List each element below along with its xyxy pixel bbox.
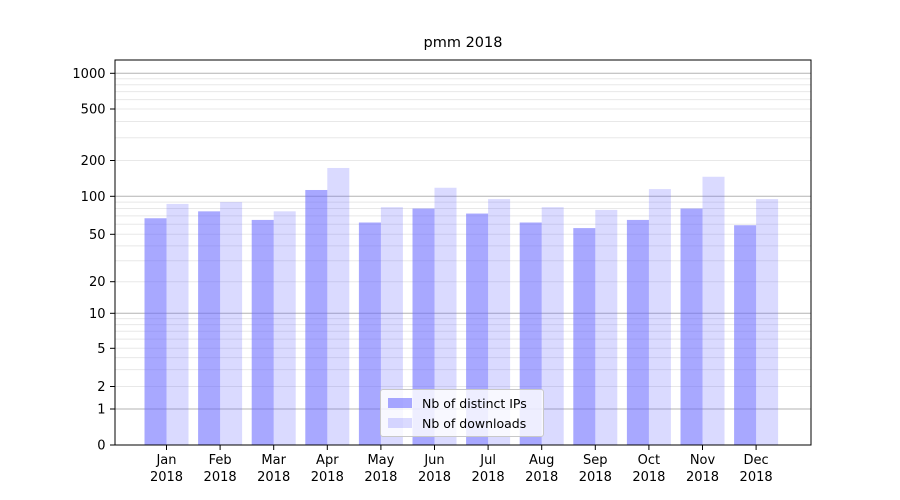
y-tick-label: 5 — [97, 342, 105, 357]
x-tick-label-year: 2018 — [525, 470, 558, 485]
bars — [144, 167, 779, 445]
bar-downloads — [380, 207, 403, 445]
bar-downloads — [273, 211, 296, 445]
x-tick-label-month: Feb — [209, 453, 232, 468]
x-tick-label-year: 2018 — [364, 470, 397, 485]
legend-swatch-distinct-ips — [388, 398, 412, 408]
x-tick-label-month: Apr — [316, 453, 339, 468]
bar-distinct-ips — [144, 218, 167, 445]
x-tick-label-month: May — [367, 453, 394, 468]
chart-title: pmm 2018 — [423, 35, 503, 51]
bar-downloads — [541, 207, 564, 445]
x-tick-label-month: Jan — [155, 453, 176, 468]
axis-frame — [114, 59, 812, 446]
y-tick-label: 1 — [97, 403, 105, 418]
bar-distinct-ips — [198, 211, 221, 445]
bar-distinct-ips — [251, 219, 274, 445]
axes-spines — [114, 59, 812, 446]
x-tick-label-month: Nov — [690, 453, 716, 468]
x-tick-label-year: 2018 — [418, 470, 451, 485]
bar-distinct-ips — [573, 228, 596, 445]
y-tick-label: 1000 — [72, 67, 105, 82]
y-tick-label: 200 — [81, 154, 106, 169]
x-tick-label-month: Jul — [479, 453, 496, 468]
bar-downloads — [702, 176, 725, 445]
y-tick-label: 20 — [89, 275, 106, 290]
x-tick-label-year: 2018 — [686, 470, 719, 485]
x-tick-label-year: 2018 — [311, 470, 344, 485]
y-axis: 0 1 2 5 10 20 50 100 200 500 1000 — [72, 67, 115, 454]
legend-label-downloads: Nb of downloads — [422, 415, 527, 431]
bar-downloads — [434, 187, 457, 445]
bar-distinct-ips — [412, 208, 435, 445]
legend-item-downloads: Nb of downloads — [388, 416, 535, 431]
bar-distinct-ips — [734, 225, 757, 445]
bar-distinct-ips — [680, 208, 703, 445]
x-tick-label-year: 2018 — [579, 470, 612, 485]
legend-label-distinct-ips: Nb of distinct IPs — [422, 395, 527, 411]
y-tick-label: 0 — [97, 439, 105, 454]
x-tick-label-year: 2018 — [257, 470, 290, 485]
bar-downloads — [220, 202, 243, 445]
x-tick-label-month: Dec — [744, 453, 769, 468]
bar-downloads — [756, 199, 779, 445]
bar-downloads — [648, 189, 671, 445]
y-tick-label: 50 — [89, 228, 106, 243]
legend-swatch-downloads — [388, 418, 412, 428]
x-tick-label-year: 2018 — [472, 470, 505, 485]
x-tick-label-month: Jun — [423, 453, 444, 468]
y-tick-label: 2 — [97, 380, 105, 395]
y-tick-label: 10 — [89, 307, 106, 322]
legend-item-distinct-ips: Nb of distinct IPs — [388, 396, 535, 411]
x-tick-label-month: Mar — [261, 453, 286, 468]
bar-distinct-ips — [466, 213, 489, 445]
bar-distinct-ips — [626, 219, 649, 445]
bar-downloads — [595, 209, 618, 445]
x-tick-label-month: Oct — [638, 453, 660, 468]
bar-downloads — [488, 199, 511, 445]
x-tick-label-month: Sep — [583, 453, 608, 468]
bar-downloads — [327, 167, 350, 445]
y-tick-label: 500 — [81, 103, 106, 118]
x-tick-label-year: 2018 — [150, 470, 183, 485]
x-tick-label-month: Aug — [529, 453, 554, 468]
x-tick-label-year: 2018 — [632, 470, 665, 485]
x-tick-label-year: 2018 — [740, 470, 773, 485]
bar-distinct-ips — [358, 222, 381, 445]
bar-downloads — [166, 203, 189, 445]
legend: Nb of distinct IPs Nb of downloads — [380, 389, 544, 437]
bar-distinct-ips — [305, 189, 328, 445]
y-tick-label: 100 — [81, 190, 106, 205]
x-axis: Jan 2018 Feb 2018 Mar 2018 Apr 2018 May 2018 Jun 20… — [150, 445, 773, 485]
x-tick-label-year: 2018 — [204, 470, 237, 485]
